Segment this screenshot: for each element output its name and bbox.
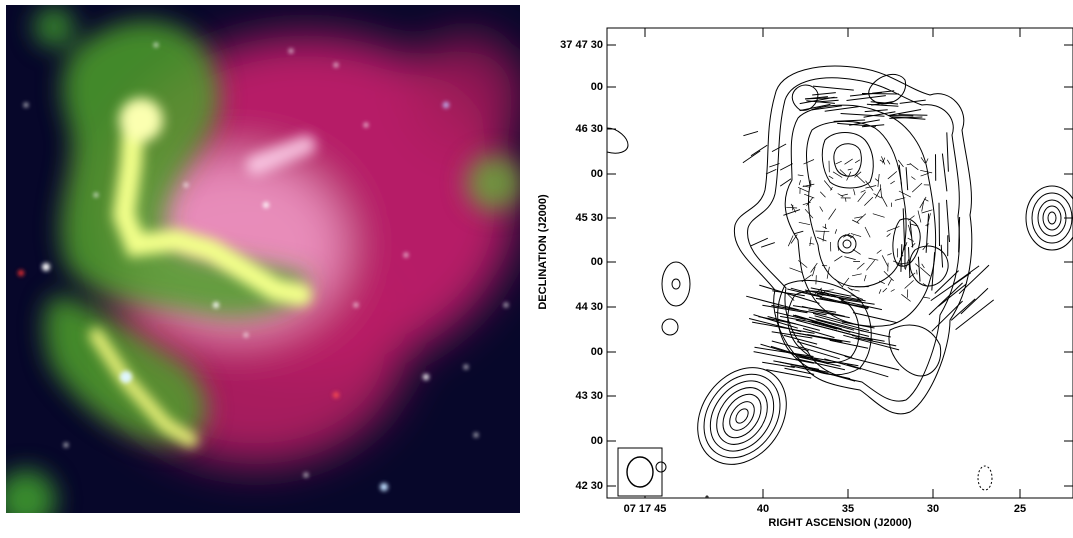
x-tick-label: 30	[927, 503, 939, 515]
x-tick-label: 25	[1014, 503, 1026, 515]
radio-contour-map-svg: 37 47 30 00 46 30 00 45 30 00 44 30 00 4…	[530, 0, 1073, 533]
polarization-vector	[917, 270, 918, 275]
y-tick-label: 43 30	[575, 390, 603, 402]
y-tick-label: 00	[591, 435, 603, 447]
y-tick-labels: 37 47 30 00 46 30 00 45 30 00 44 30 00 4…	[560, 39, 603, 492]
y-tick-label: 37 47 30	[560, 39, 603, 51]
x-tick-labels: 07 17 45 40 35 30 25	[624, 503, 1027, 515]
y-tick-label: 42 30	[575, 480, 603, 492]
y-tick-label: 00	[591, 256, 603, 268]
radio-contour-map: 37 47 30 00 46 30 00 45 30 00 44 30 00 4…	[530, 0, 1073, 533]
x-axis-label: RIGHT ASCENSION (J2000)	[768, 517, 912, 529]
y-tick-label: 00	[591, 81, 603, 93]
x-tick-label: 07 17 45	[624, 503, 667, 515]
y-tick-label: 44 30	[575, 301, 603, 313]
y-tick-label: 46 30	[575, 123, 603, 135]
y-axis-label: DECLINATION (J2000)	[537, 194, 549, 310]
y-tick-label: 00	[591, 346, 603, 358]
polarization-vector	[899, 115, 928, 116]
polarization-vector	[862, 94, 899, 95]
x-tick-label: 35	[842, 503, 854, 515]
composite-image-svg	[6, 5, 520, 513]
composite-image	[6, 5, 520, 513]
y-tick-label: 00	[591, 168, 603, 180]
beam-box	[618, 448, 666, 496]
y-tick-label: 45 30	[575, 212, 603, 224]
plot-frame	[607, 28, 1073, 498]
x-tick-label: 40	[757, 503, 769, 515]
polarization-vector	[939, 203, 940, 246]
polarization-vector	[888, 116, 913, 117]
